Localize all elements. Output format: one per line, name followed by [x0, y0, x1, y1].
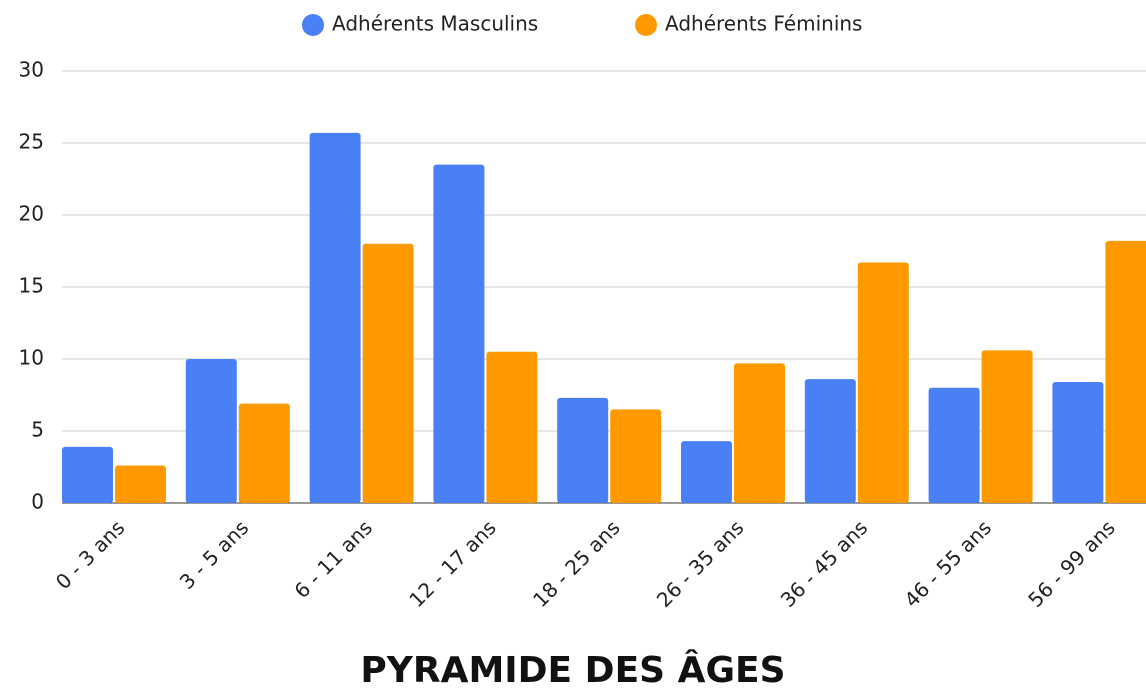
chart-title: PYRAMIDE DES ÂGES: [360, 649, 785, 691]
bar: [610, 409, 662, 503]
legend-label: Adhérents Masculins: [332, 12, 538, 36]
y-tick-label: 15: [19, 274, 44, 298]
legend-swatch: [635, 14, 657, 36]
bar: [238, 403, 290, 503]
y-tick-label: 25: [19, 130, 44, 154]
x-tick-label: 26 - 35 ans: [652, 515, 749, 612]
y-tick-label: 10: [19, 346, 44, 370]
bar: [557, 397, 609, 503]
x-tick-label: 18 - 25 ans: [528, 515, 625, 612]
x-tick-label: 6 - 11 ans: [289, 515, 377, 603]
bar: [362, 243, 414, 504]
bar: [115, 465, 166, 503]
bar: [734, 363, 785, 503]
x-tick-label: 3 - 5 ans: [175, 515, 254, 594]
bar: [433, 164, 485, 503]
bar: [1052, 382, 1104, 503]
bar: [804, 379, 856, 503]
bar: [981, 350, 1033, 503]
bar: [857, 262, 909, 503]
bar: [62, 446, 113, 503]
x-tick-label: 36 - 45 ans: [776, 515, 873, 612]
legend-label: Adhérents Féminins: [665, 12, 862, 36]
bar: [185, 359, 237, 503]
bar: [486, 351, 538, 503]
y-tick-label: 0: [31, 490, 44, 514]
bar: [309, 132, 361, 504]
x-tick-label: 46 - 55 ans: [899, 515, 996, 612]
bar: [928, 387, 980, 503]
bar: [681, 441, 732, 503]
y-tick-label: 30: [19, 58, 44, 82]
x-tick-label: 56 - 99 ans: [1023, 515, 1120, 612]
y-tick-label: 5: [31, 418, 44, 442]
x-tick-label: 12 - 17 ans: [404, 515, 501, 612]
x-tick-label: 0 - 3 ans: [51, 515, 130, 594]
bar: [1105, 240, 1146, 503]
y-tick-label: 20: [19, 202, 44, 226]
legend-swatch: [302, 14, 324, 36]
